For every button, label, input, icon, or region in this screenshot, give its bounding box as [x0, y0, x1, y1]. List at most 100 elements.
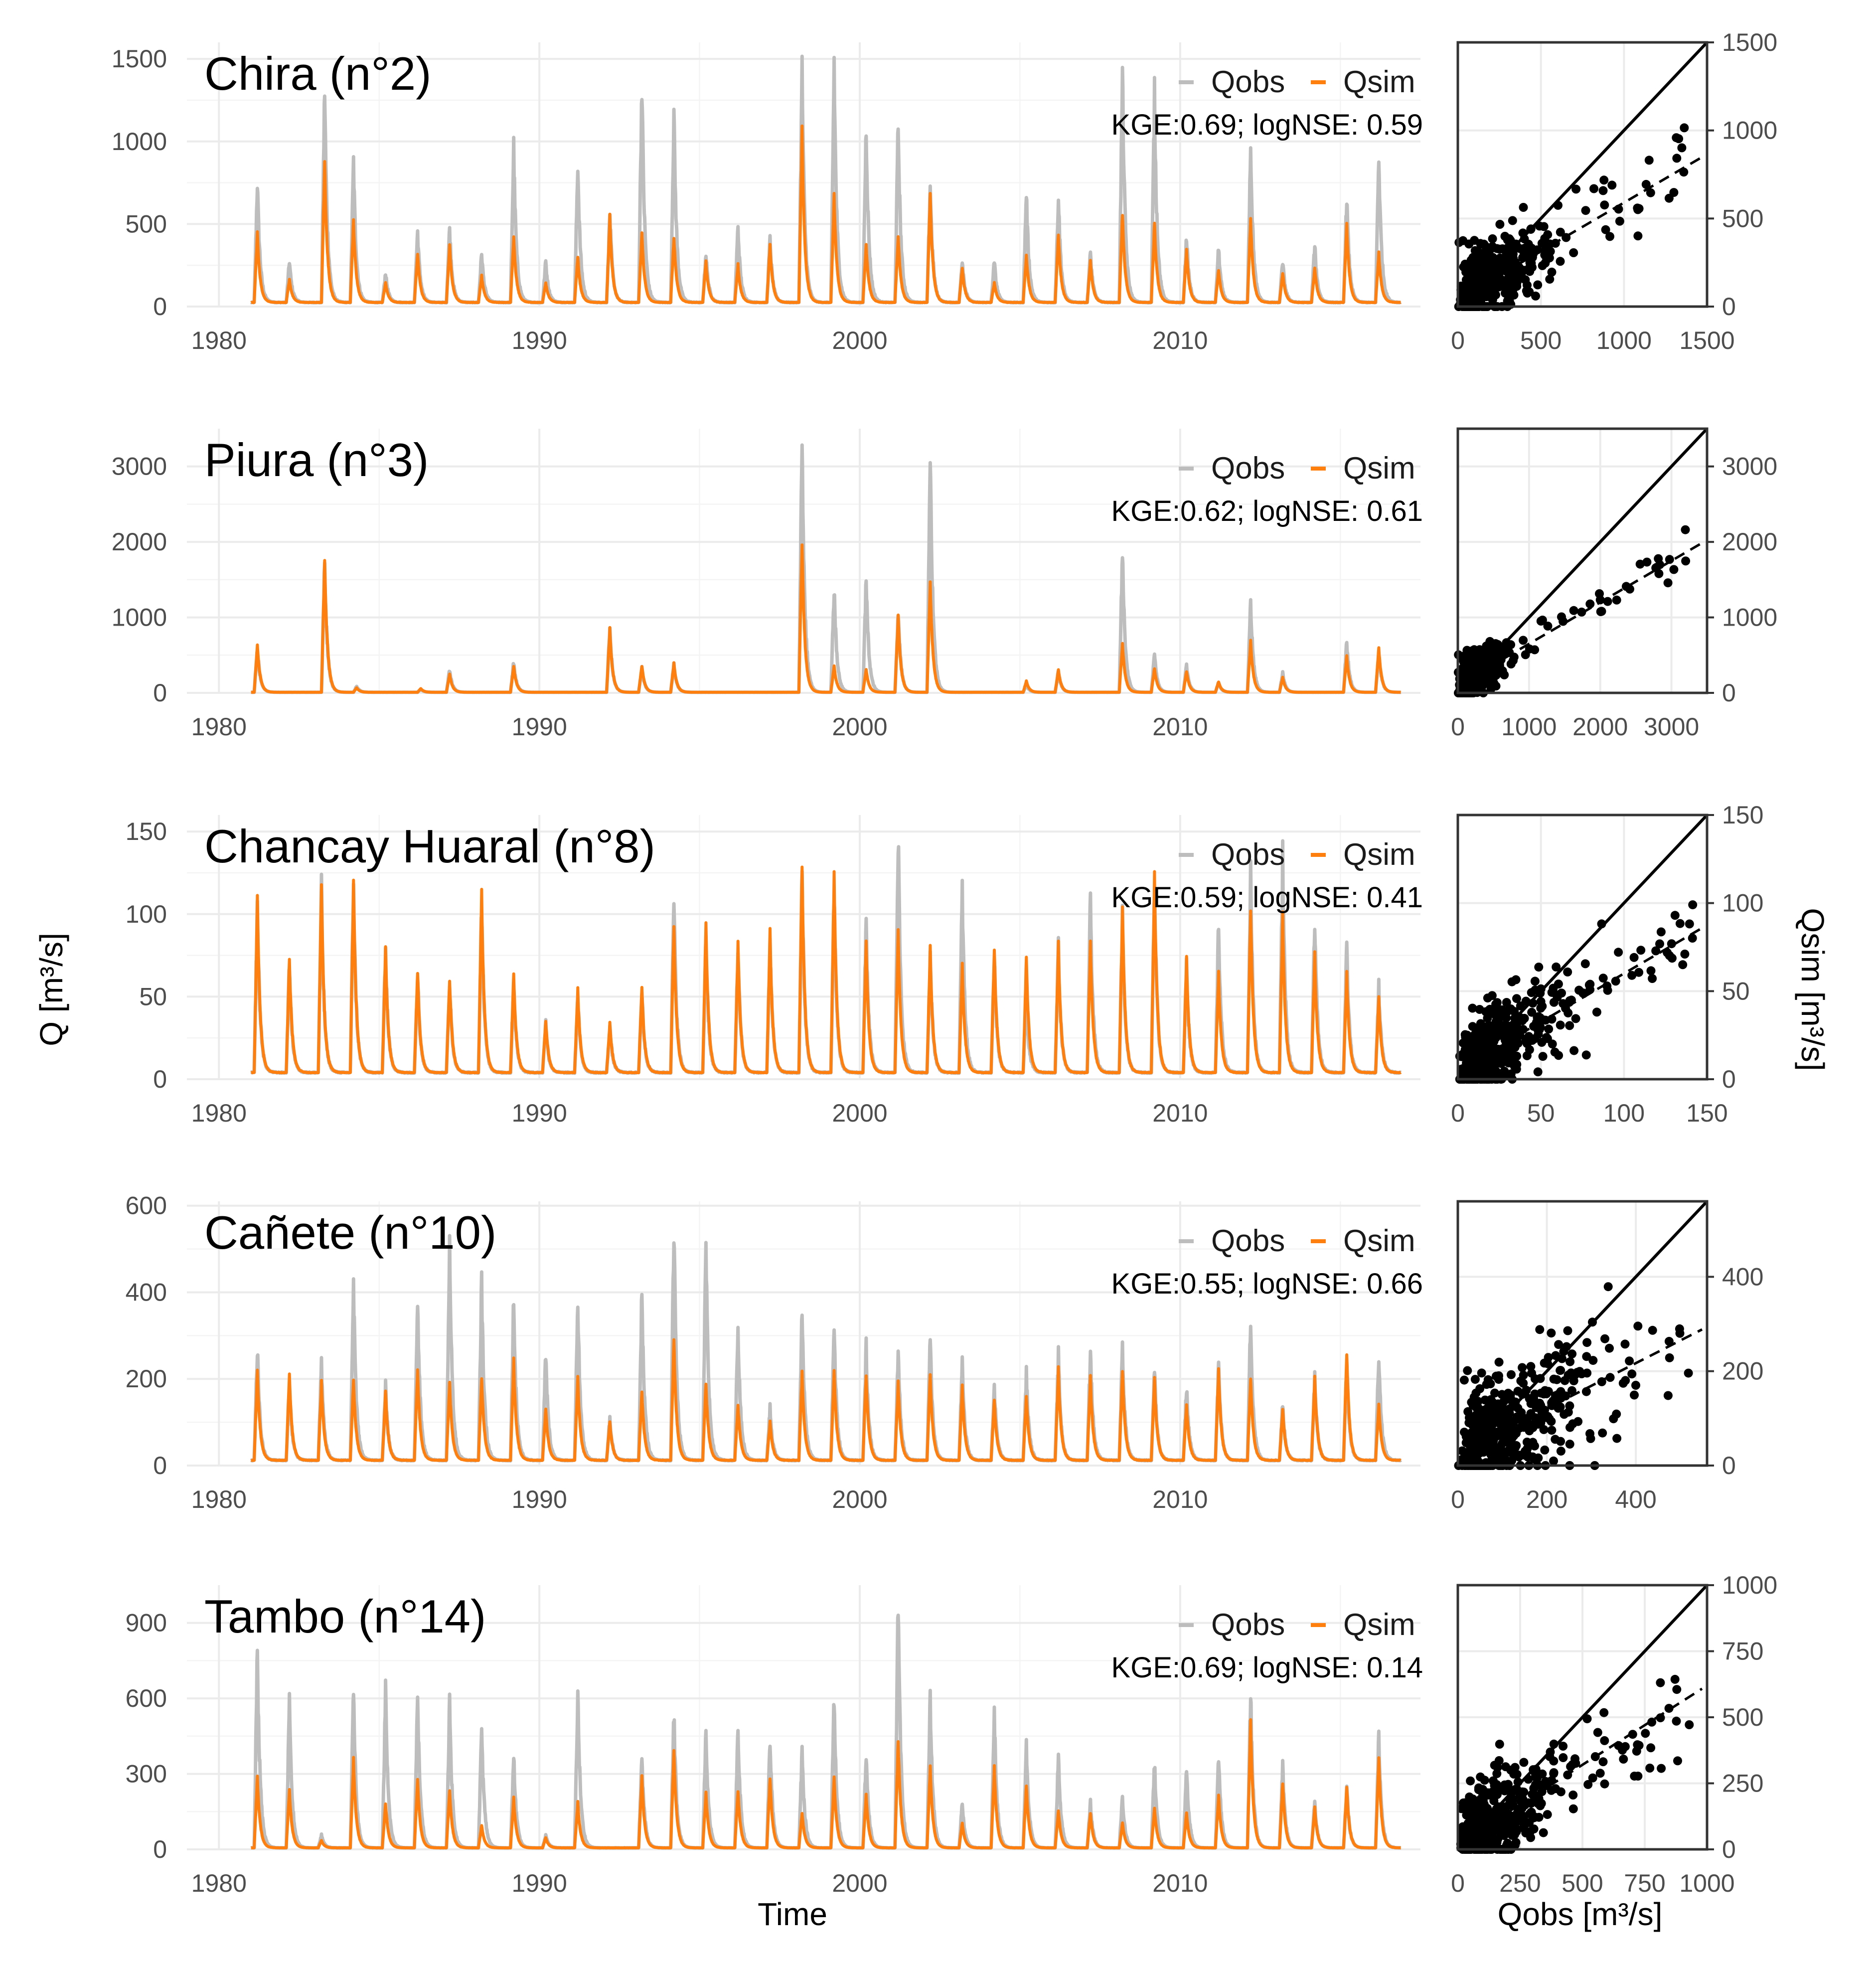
x-tick-label: 1990 — [512, 1485, 567, 1513]
scatter-point — [1641, 1729, 1650, 1738]
scatter-point — [1506, 274, 1516, 283]
scatter-point — [1603, 1282, 1613, 1292]
scatter-point — [1680, 950, 1690, 959]
scatter-point — [1478, 1040, 1487, 1049]
scatter-point — [1601, 225, 1610, 234]
scatter-point — [1510, 1763, 1520, 1772]
legend-label-qsim: Qsim — [1343, 1224, 1415, 1258]
scatter-point — [1632, 1747, 1641, 1756]
scatter-point — [1507, 1370, 1516, 1379]
scatter-point — [1603, 985, 1612, 995]
scatter-point — [1634, 204, 1644, 213]
x-tick-label: 1990 — [512, 1099, 567, 1127]
scatter-y-tick-label: 150 — [1722, 801, 1763, 829]
y-tick-label: 0 — [153, 1065, 167, 1093]
scatter-point — [1629, 953, 1639, 962]
x-tick-label: 1980 — [191, 1485, 247, 1513]
scatter-point — [1569, 1376, 1578, 1386]
scatter-point — [1482, 1380, 1491, 1389]
scatter-y-axis-label: Qsim [m³/s] — [1795, 908, 1831, 1071]
scatter-point — [1527, 1007, 1537, 1017]
scatter-point — [1538, 1769, 1547, 1779]
scatter-point — [1468, 1022, 1477, 1031]
scatter-x-tick-label: 50 — [1527, 1099, 1555, 1127]
scatter-point — [1646, 1743, 1656, 1753]
scatter-point — [1559, 999, 1568, 1008]
scatter-y-tick-label: 400 — [1722, 1263, 1763, 1291]
legend-label-qobs: Qobs — [1211, 451, 1285, 486]
scatter-point — [1490, 1407, 1499, 1417]
scatter-point — [1472, 1449, 1482, 1458]
scatter-point — [1631, 1381, 1640, 1390]
x-tick-label: 2010 — [1152, 327, 1208, 354]
scatter-point — [1493, 1763, 1502, 1772]
scatter-point — [1648, 1325, 1657, 1335]
scatter-y-tick-label: 500 — [1722, 1703, 1763, 1731]
scatter-point — [1556, 227, 1565, 237]
scatter-point — [1533, 1025, 1543, 1034]
scatter-point — [1581, 1050, 1591, 1060]
scatter-point — [1547, 1426, 1557, 1435]
x-tick-label: 2000 — [832, 1485, 887, 1513]
scatter-point — [1563, 967, 1572, 977]
scatter-y-tick-label: 50 — [1722, 977, 1750, 1005]
scatter-point — [1494, 1357, 1504, 1367]
scatter-point — [1559, 1742, 1568, 1751]
scatter-point — [1554, 1390, 1563, 1399]
y-tick-label: 400 — [126, 1278, 167, 1306]
y-tick-label: 0 — [153, 1452, 167, 1479]
scatter-x-tick-label: 0 — [1451, 713, 1465, 741]
scatter-point — [1641, 179, 1651, 189]
scatter-x-tick-label: 0 — [1451, 1869, 1465, 1897]
scatter-point — [1500, 1786, 1509, 1796]
scatter-x-tick-label: 1500 — [1679, 327, 1734, 354]
scatter-point — [1485, 637, 1495, 646]
scatter-x-tick-label: 400 — [1615, 1485, 1656, 1513]
scatter-point — [1461, 281, 1470, 290]
scatter-point — [1656, 927, 1666, 937]
scatter-point — [1539, 1828, 1548, 1837]
scatter-point — [1581, 1387, 1591, 1396]
scatter-point — [1571, 1014, 1580, 1023]
scatter-point — [1508, 1433, 1517, 1443]
legend-label-qobs: Qobs — [1211, 65, 1285, 99]
scatter-point — [1598, 1428, 1607, 1438]
scatter-point — [1612, 1409, 1621, 1419]
scatter-point — [1568, 1791, 1578, 1800]
panel-title: Chancay Huaral (n°8) — [204, 820, 655, 872]
scatter-point — [1511, 1051, 1521, 1061]
y-tick-label: 600 — [126, 1192, 167, 1220]
panel-title: Piura (n°3) — [204, 434, 429, 486]
qobs-series-line — [249, 1614, 1403, 1850]
panel-title: Cañete (n°10) — [204, 1206, 496, 1259]
scatter-x-tick-label: 250 — [1499, 1869, 1541, 1897]
qsim-series-line — [250, 543, 1402, 694]
scatter-point — [1630, 1772, 1639, 1781]
qsim-series-line — [250, 1718, 1402, 1850]
scatter-y-tick-label: 1000 — [1722, 117, 1777, 145]
scatter-point — [1685, 1720, 1694, 1729]
legend-label-qobs: Qobs — [1211, 1224, 1285, 1258]
y-tick-label: 100 — [126, 900, 167, 928]
panel-1: 0 1000 2000 3000 1980 1990 2000 2010 Piura (n°3)… — [112, 427, 1777, 741]
scatter-point — [1545, 253, 1554, 263]
scatter-x-tick-label: 200 — [1526, 1485, 1567, 1513]
scatter-point — [1529, 1784, 1539, 1793]
scatter-y-tick-label: 2000 — [1722, 528, 1777, 556]
scatter-point — [1685, 919, 1694, 929]
scatter-point — [1665, 1353, 1674, 1362]
x-tick-label: 2000 — [832, 1869, 887, 1897]
scatter-point — [1664, 1704, 1674, 1713]
scatter-y-tick-label: 750 — [1722, 1638, 1763, 1665]
scatter-point — [1543, 1034, 1552, 1043]
scatter-point — [1664, 193, 1674, 203]
y-tick-label: 150 — [126, 818, 167, 845]
regression-line — [1457, 1328, 1703, 1455]
scatter-point — [1582, 1368, 1592, 1378]
legend-label-qobs: Qobs — [1211, 1608, 1285, 1642]
legend-label-qsim: Qsim — [1343, 451, 1415, 486]
x-tick-label: 2010 — [1152, 713, 1208, 741]
scatter-point — [1526, 1807, 1536, 1817]
